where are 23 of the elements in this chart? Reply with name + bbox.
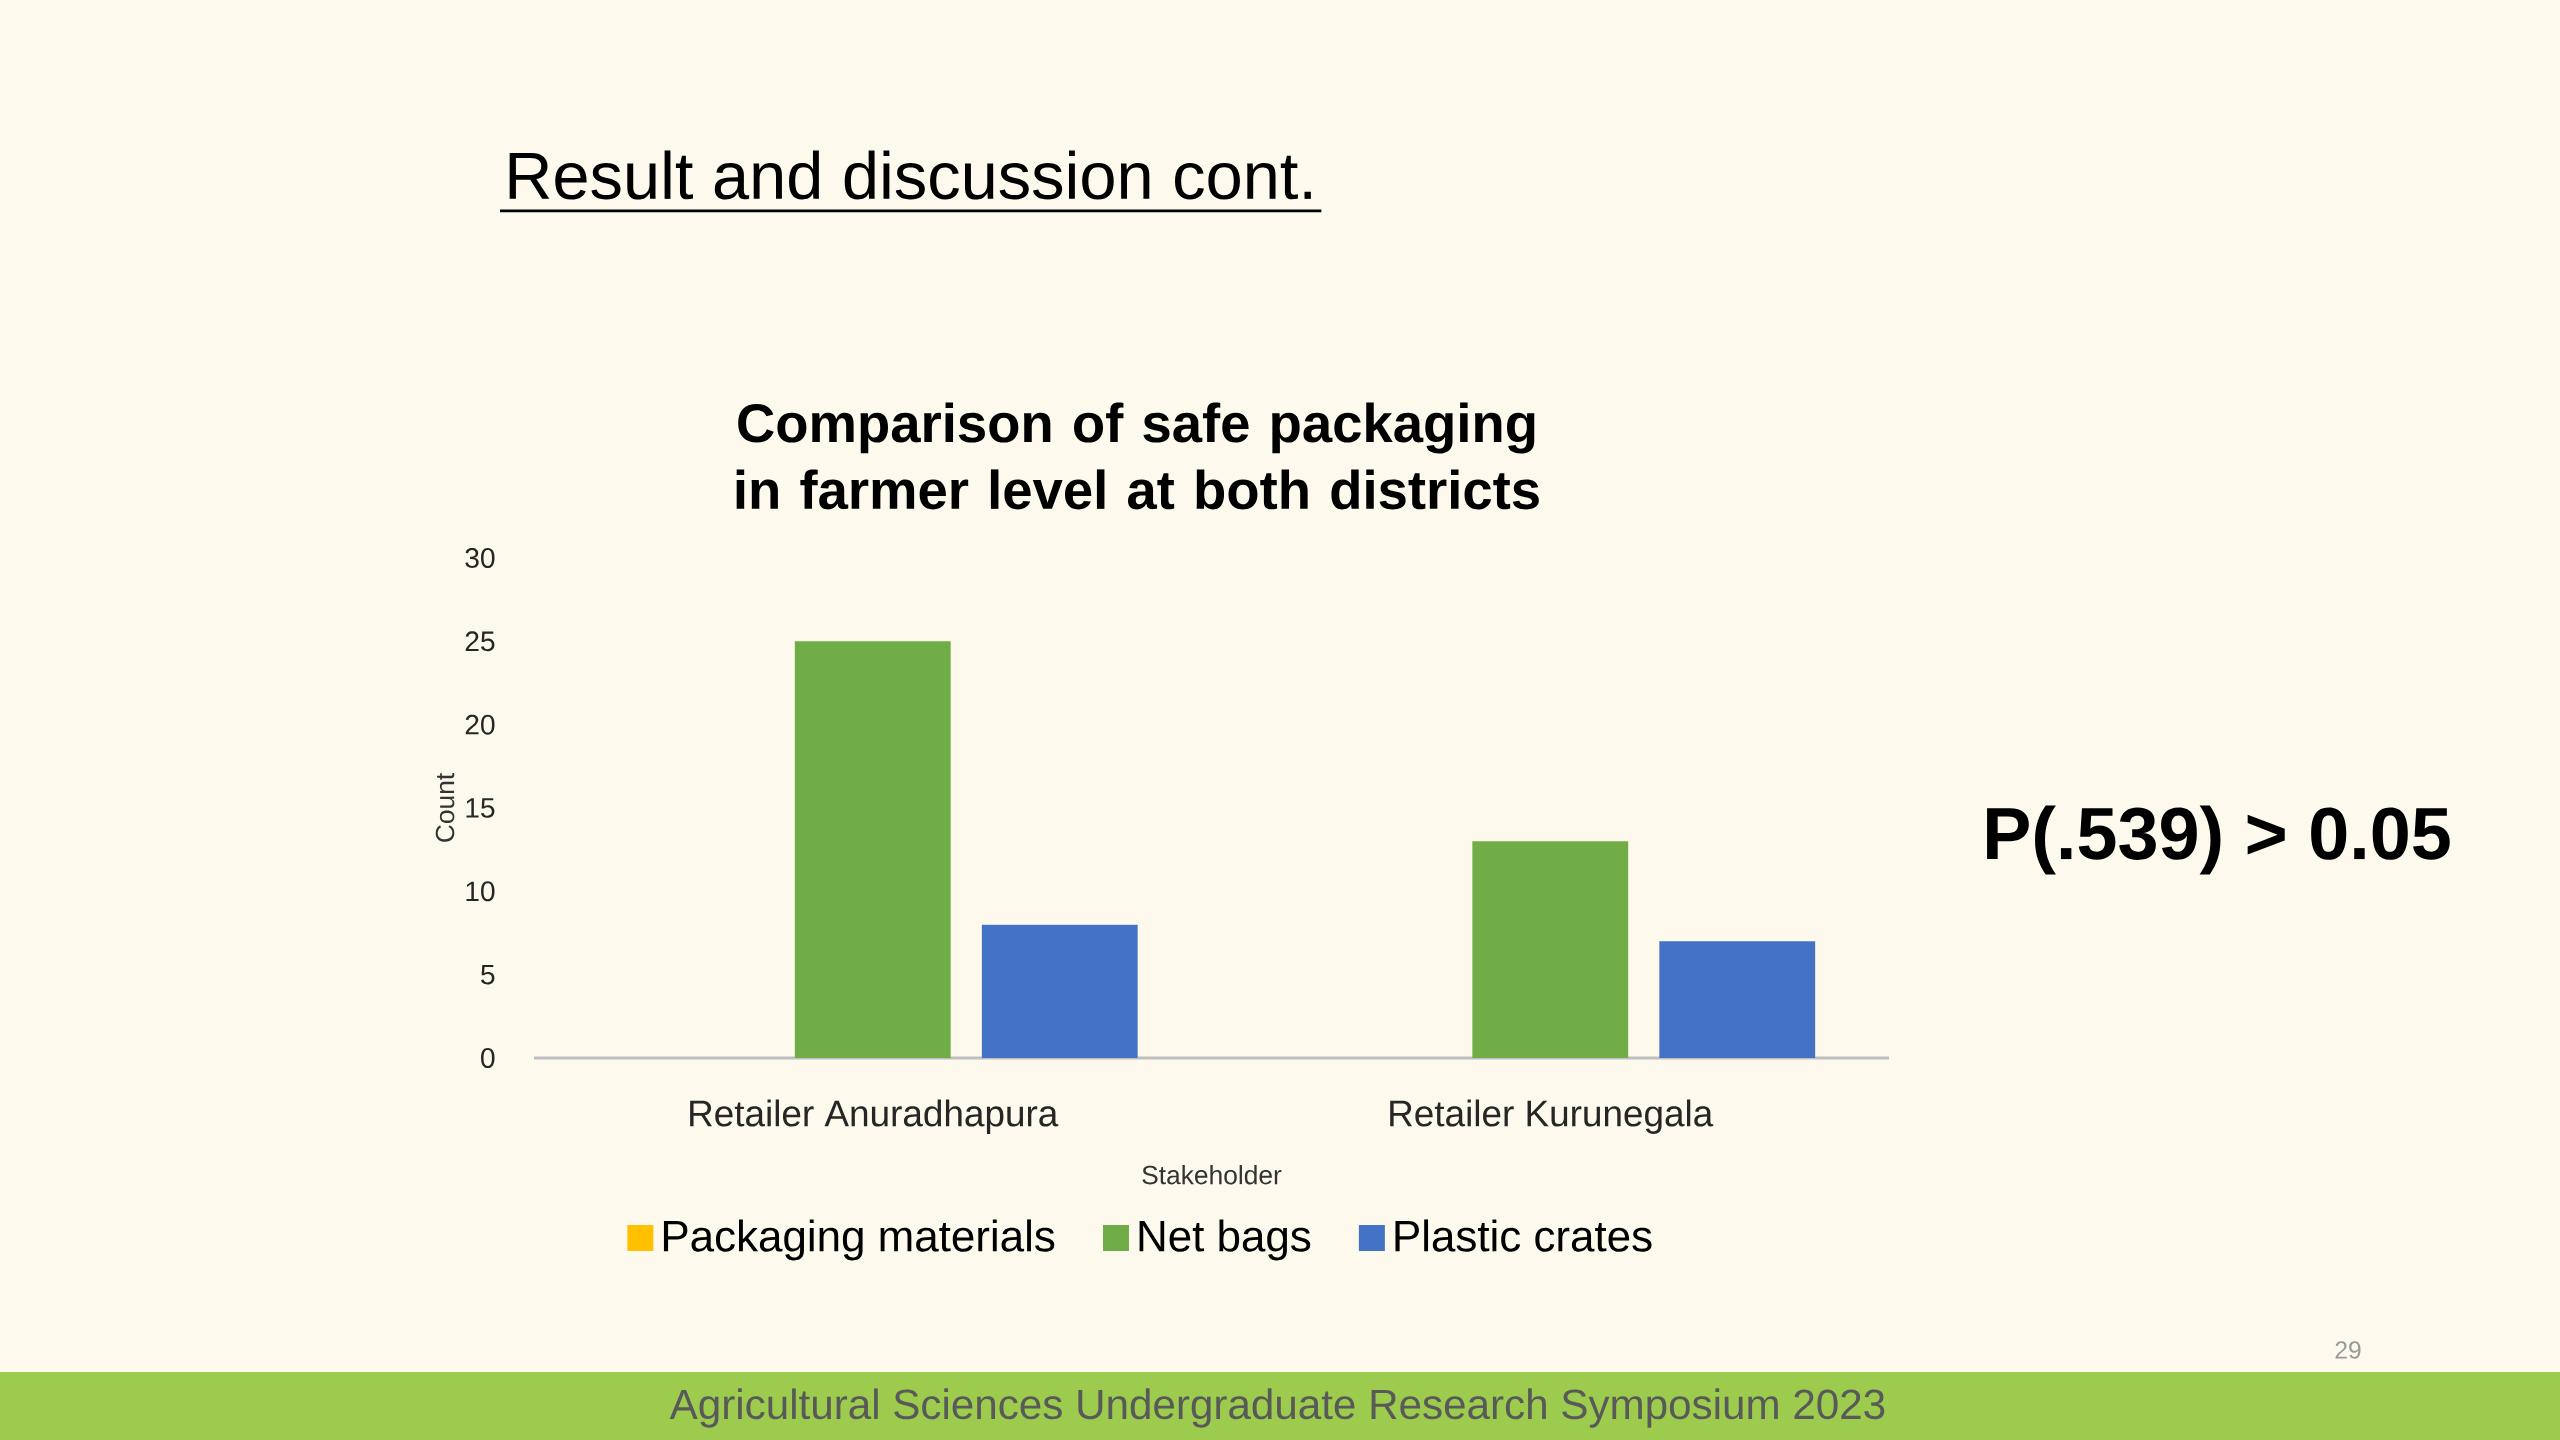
y-tick-label: 20	[465, 714, 495, 735]
text: Agricultural Sciences Undergraduate Research Symposium 2023	[669, 1388, 1885, 1428]
bar	[981, 924, 1138, 1058]
y-tick-label: 10	[466, 881, 495, 902]
y-tick-label: 25	[465, 631, 495, 652]
chart-title: Comparison of safe packaging in farmer level at both districts	[736, 402, 1539, 510]
y-axis-title: Count	[435, 773, 455, 842]
legend-label: Packaging materials	[663, 1219, 1055, 1261]
y-tick-label: 0	[481, 1048, 495, 1068]
text: 29	[2335, 1341, 2361, 1359]
bar	[794, 641, 951, 1058]
x-axis-title: Stakeholder	[1142, 1165, 1282, 1185]
y-tick-label: 15	[466, 798, 495, 818]
legend-label: Net bags	[1139, 1219, 1311, 1261]
y-tick-label: 5	[481, 964, 495, 985]
text: P(.539) > 0.05	[1987, 805, 2450, 875]
text: Result and discussion cont.	[509, 150, 1311, 200]
y-tick-label: 30	[465, 548, 495, 568]
bar	[1472, 841, 1629, 1058]
bar	[1659, 941, 1816, 1058]
x-tick-label: Retailer Kurunegala	[1390, 1099, 1714, 1134]
x-tick-label: Retailer Anuradhapura	[690, 1099, 1059, 1134]
legend-label: Plastic crates	[1395, 1219, 1652, 1252]
